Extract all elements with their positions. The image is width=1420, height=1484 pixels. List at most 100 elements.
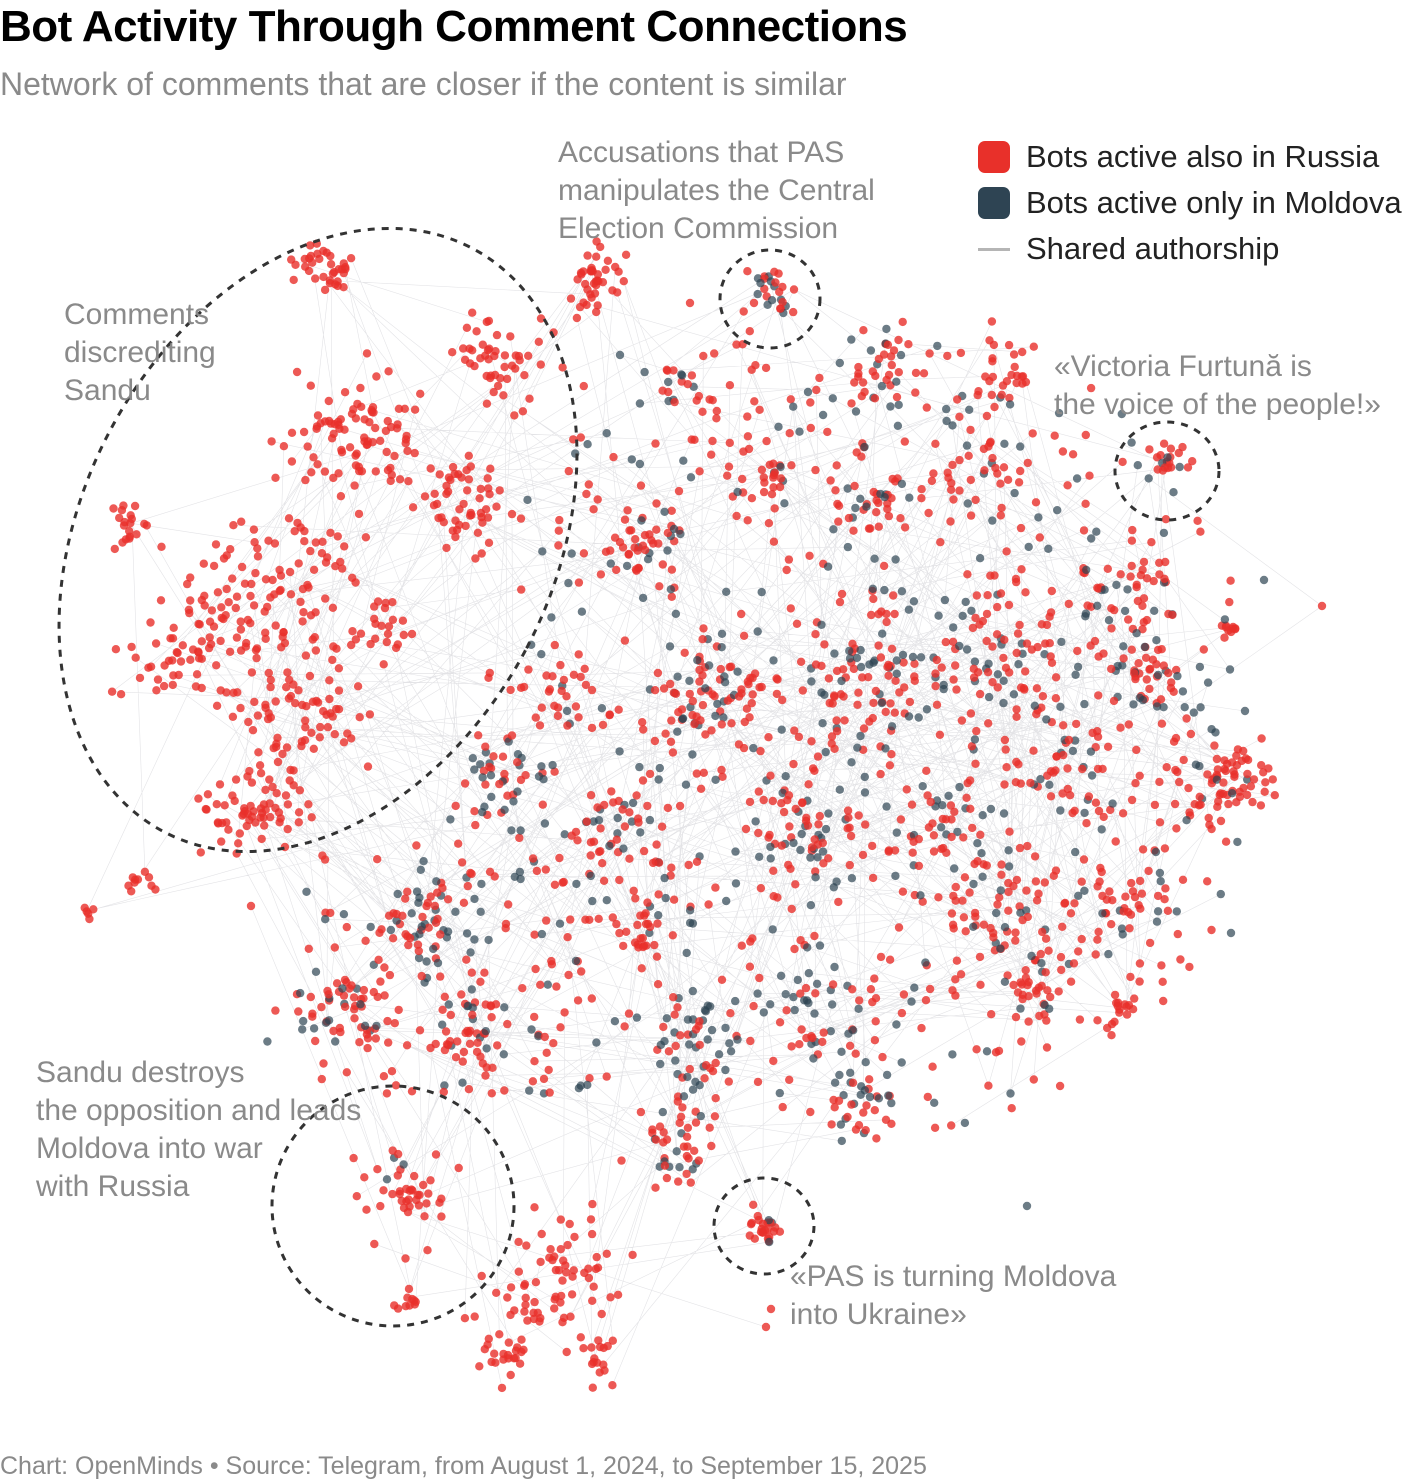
node-russia xyxy=(550,880,560,889)
node-russia xyxy=(266,812,275,822)
node-russia xyxy=(899,990,909,999)
node-russia xyxy=(725,662,734,672)
node-moldova xyxy=(296,988,305,998)
node-russia xyxy=(562,1347,571,1357)
node-moldova xyxy=(797,829,806,839)
node-russia xyxy=(312,696,321,706)
node-russia xyxy=(1072,719,1081,729)
node-russia xyxy=(1045,639,1055,648)
node-russia xyxy=(1221,837,1231,846)
node-russia xyxy=(1018,915,1027,925)
node-russia xyxy=(1046,792,1056,801)
node-moldova xyxy=(1259,575,1269,585)
node-moldova xyxy=(999,698,1008,708)
node-russia xyxy=(785,1075,794,1085)
node-russia xyxy=(329,429,338,438)
node-russia xyxy=(249,601,259,610)
node-russia xyxy=(328,655,337,665)
node-moldova xyxy=(1195,662,1205,672)
node-moldova xyxy=(1140,642,1150,652)
node-russia xyxy=(373,855,382,864)
node-russia xyxy=(885,761,895,770)
node-russia xyxy=(477,549,486,558)
node-russia xyxy=(127,642,136,652)
node-russia xyxy=(1126,572,1135,581)
node-russia xyxy=(666,679,675,689)
node-moldova xyxy=(949,623,958,632)
node-russia xyxy=(820,640,829,649)
node-russia xyxy=(550,640,559,650)
node-russia xyxy=(403,446,412,456)
node-russia xyxy=(1225,597,1234,607)
node-moldova xyxy=(654,911,663,920)
node-moldova xyxy=(482,1044,491,1053)
node-moldova xyxy=(711,775,720,784)
node-russia xyxy=(330,943,339,952)
node-russia xyxy=(325,694,334,704)
node-russia xyxy=(284,514,294,523)
node-russia xyxy=(956,348,966,358)
node-russia xyxy=(317,1002,326,1012)
node-moldova xyxy=(1030,701,1040,710)
node-russia xyxy=(1004,600,1014,610)
node-moldova xyxy=(909,597,919,606)
node-russia xyxy=(652,499,661,508)
node-russia xyxy=(1137,889,1147,898)
node-russia xyxy=(659,684,669,693)
node-russia xyxy=(403,887,412,896)
node-russia xyxy=(986,571,995,580)
node-russia xyxy=(1059,721,1068,730)
annotation-line: the opposition and leads xyxy=(36,1094,362,1127)
node-moldova xyxy=(860,442,869,452)
node-moldova xyxy=(894,400,903,410)
node-moldova xyxy=(1173,671,1182,681)
node-russia xyxy=(844,813,853,822)
node-russia xyxy=(695,677,704,686)
node-russia xyxy=(563,933,572,942)
node-russia xyxy=(404,1284,414,1294)
node-russia xyxy=(685,689,694,699)
node-russia xyxy=(1161,515,1171,524)
node-russia xyxy=(711,883,720,892)
node-moldova xyxy=(627,455,636,464)
node-russia xyxy=(645,530,654,539)
node-russia xyxy=(404,1195,413,1204)
node-moldova xyxy=(857,1082,866,1091)
node-russia xyxy=(1038,927,1047,937)
node-russia xyxy=(1109,696,1119,706)
node-russia xyxy=(1147,538,1156,547)
node-moldova xyxy=(372,1021,381,1031)
node-russia xyxy=(995,893,1004,902)
legend: Bots active also in Russia Bots active o… xyxy=(978,134,1402,272)
node-moldova xyxy=(422,957,431,966)
node-russia xyxy=(949,495,958,504)
node-russia xyxy=(792,619,802,628)
annotation-line: Accusations that PAS xyxy=(558,136,845,169)
node-russia xyxy=(899,658,908,667)
node-russia xyxy=(785,429,794,438)
node-russia xyxy=(663,366,672,375)
node-russia xyxy=(382,1089,392,1098)
node-russia xyxy=(252,653,261,663)
node-russia xyxy=(483,1340,492,1349)
node-russia xyxy=(205,633,214,642)
node-moldova xyxy=(829,525,838,534)
node-russia xyxy=(507,731,517,740)
node-russia xyxy=(503,1293,512,1302)
node-moldova xyxy=(1071,736,1080,745)
node-russia xyxy=(1038,692,1048,701)
node-moldova xyxy=(685,906,695,915)
node-russia xyxy=(468,1010,477,1019)
node-russia xyxy=(476,354,485,363)
node-russia xyxy=(861,820,870,829)
node-russia xyxy=(1188,457,1197,466)
node-russia xyxy=(979,920,989,929)
node-moldova xyxy=(664,377,673,387)
node-moldova xyxy=(955,641,964,651)
node-russia xyxy=(982,411,992,421)
node-moldova xyxy=(660,507,669,516)
node-russia xyxy=(955,486,964,495)
node-russia xyxy=(660,1161,670,1170)
node-russia xyxy=(324,990,333,999)
node-russia xyxy=(982,636,991,646)
